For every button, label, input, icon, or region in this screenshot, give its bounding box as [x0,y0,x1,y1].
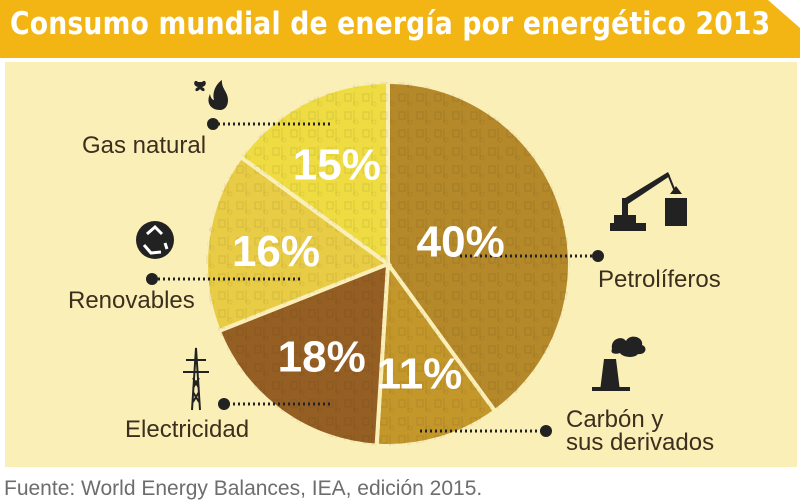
leader-dot-renovables [146,273,158,285]
butterfly-flame-icon [194,80,228,110]
pie-slice-texture-renovables [206,157,388,331]
factory-smokestack-icon [592,336,646,391]
chart-title: Consumo mundial de energía por energétic… [10,6,771,42]
leader-dot-petroliferos [592,250,604,262]
pie-slice-texture-carbon-y-sus-derivados [376,264,495,446]
leader-dot-gas-natural [207,118,219,130]
title-banner [0,0,800,58]
pct-label-petroliferos: 40% [417,217,505,266]
recycle-icon [136,221,174,259]
power-tower-icon [183,347,209,411]
oil-crane-icon [610,172,687,231]
label-petroliferos: Petrolíferos [598,266,721,293]
label-carbon: Carbón y sus derivados [566,406,714,456]
leader-dot-electricidad [218,398,230,410]
pct-label-electricidad: 18% [278,332,366,381]
label-electricidad: Electricidad [125,416,249,443]
label-carbon-line1: Carbón y [566,406,663,433]
title-banner-shape [0,0,800,58]
source-note: Fuente: World Energy Balances, IEA, edic… [4,477,483,500]
pct-label-gas-natural: 15% [293,141,381,190]
pct-label-renovables: 16% [232,227,320,276]
pct-label-carbon-y-sus-derivados: 11% [377,349,463,398]
pie-slice-texture-gas-natural [240,82,388,264]
label-gas-natural: Gas natural [82,132,206,159]
label-carbon-line2: sus derivados [566,429,714,456]
label-renovables: Renovables [68,287,195,314]
pie-slice-texture-petroliferos [388,82,570,412]
leader-dot-carbon-y-sus-derivados [540,425,552,437]
pie-slice-texture-electricidad [218,264,388,446]
